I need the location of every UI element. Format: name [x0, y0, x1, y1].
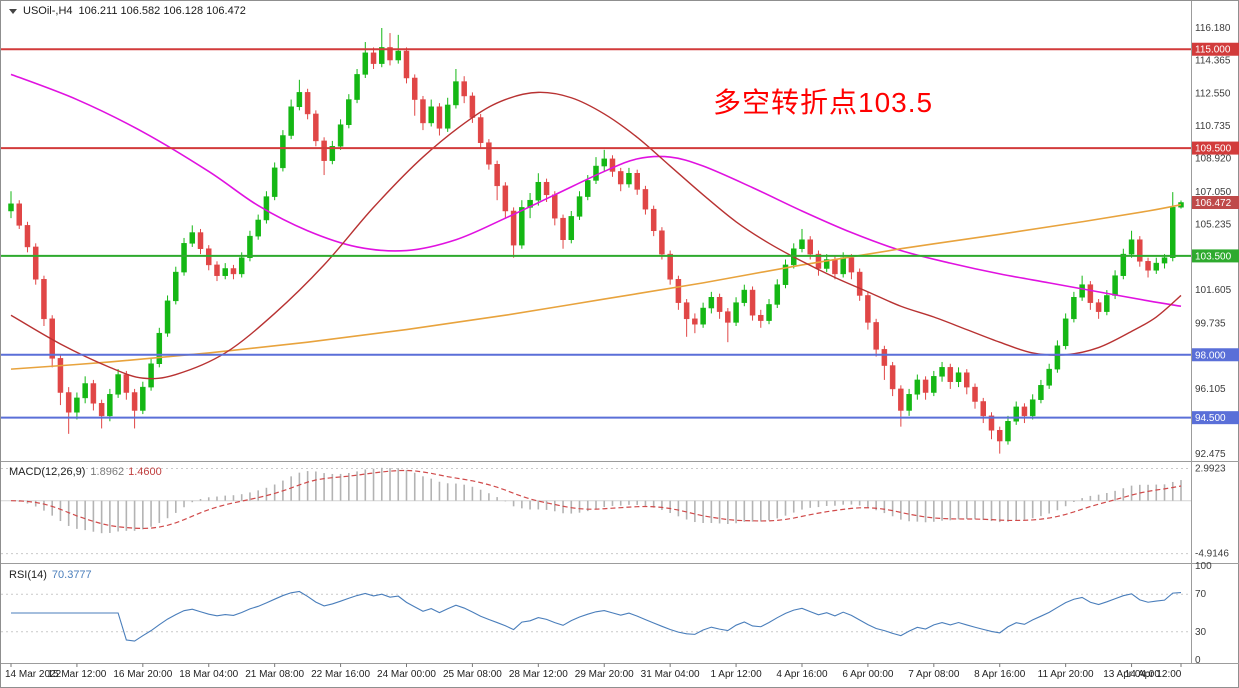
time-axis-label: 21 Mar 08:00	[245, 669, 304, 680]
rsi-indicator-label: RSI(14) 70.3777	[9, 569, 92, 581]
svg-text:-4.9146: -4.9146	[1195, 549, 1229, 560]
svg-text:30: 30	[1195, 627, 1207, 638]
svg-text:101.605: 101.605	[1195, 285, 1232, 296]
time-axis-label: 13 Apr 04:00	[1103, 669, 1160, 680]
time-axis-label: 11 Apr 20:00	[1038, 669, 1094, 680]
price-axis: 116.180 114.365 112.550 110.735 108.920 107.0…	[1192, 23, 1239, 460]
svg-text:94.500: 94.500	[1195, 413, 1226, 424]
svg-text:106.472: 106.472	[1195, 198, 1232, 209]
svg-text:99.735: 99.735	[1195, 319, 1226, 330]
horizontal-levels-layer[interactable]	[1, 48, 1191, 419]
svg-text:116.180: 116.180	[1195, 23, 1231, 34]
time-axis-label: 15 Mar 12:00	[47, 669, 106, 680]
symbol-period: USOil-,H4	[23, 5, 73, 17]
macd-title: MACD(12,26,9)	[9, 466, 86, 478]
macd-signal-line	[10, 469, 1182, 530]
grid-separators-layer	[1, 1, 1239, 664]
symbol-ohlc-label: USOil-,H4 106.211 106.582 106.128 106.47…	[9, 5, 246, 17]
time-axis-label: 22 Mar 16:00	[311, 669, 370, 680]
time-axis-label: 6 Apr 00:00	[842, 669, 894, 680]
time-axis-label: 14 Mar 2022	[5, 669, 62, 680]
svg-text:2.9923: 2.9923	[1195, 463, 1226, 474]
macd-pane: 2.9923 -4.9146	[1, 463, 1229, 560]
svg-text:98.000: 98.000	[1195, 350, 1226, 361]
time-axis-label: 24 Mar 00:00	[377, 669, 436, 680]
macd-indicator-label: MACD(12,26,9) 1.8962 1.4600	[9, 466, 162, 478]
svg-text:70: 70	[1195, 589, 1207, 600]
time-axis-label: 7 Apr 08:00	[908, 669, 960, 680]
macd-signal-value: 1.4600	[128, 466, 162, 478]
svg-text:112.550: 112.550	[1195, 88, 1231, 99]
ma-trend-orange	[10, 203, 1182, 370]
ma-long-magenta	[10, 73, 1182, 308]
time-axis-label: 1 Apr 12:00	[710, 669, 762, 680]
time-axis-label: 28 Mar 12:00	[509, 669, 568, 680]
svg-text:109.500: 109.500	[1195, 144, 1232, 155]
time-axis-label: 29 Mar 20:00	[575, 669, 634, 680]
time-axis-label: 4 Apr 16:00	[776, 669, 828, 680]
svg-text:110.735: 110.735	[1195, 121, 1231, 132]
svg-text:100: 100	[1195, 561, 1212, 572]
macd-main-value: 1.8962	[90, 466, 125, 478]
svg-text:107.050: 107.050	[1195, 187, 1232, 198]
svg-text:96.105: 96.105	[1195, 384, 1226, 395]
rsi-pane: 100 70 30 0	[1, 561, 1212, 666]
svg-text:92.475: 92.475	[1195, 449, 1226, 460]
rsi-value: 70.3777	[51, 569, 92, 581]
rsi-line	[11, 590, 1182, 642]
ma-mid-red	[10, 91, 1182, 380]
annotation-text[interactable]: 多空转折点103.5	[713, 87, 934, 118]
time-axis-label: 25 Mar 08:00	[443, 669, 502, 680]
svg-text:103.500: 103.500	[1195, 251, 1232, 262]
candles-layer	[8, 28, 1184, 454]
svg-text:114.365: 114.365	[1195, 56, 1231, 67]
svg-text:108.920: 108.920	[1195, 154, 1232, 165]
rsi-title: RSI(14)	[9, 569, 47, 581]
ohlc-values: 106.211 106.582 106.128 106.472	[78, 5, 246, 17]
time-axis-label: 18 Mar 04:00	[179, 669, 238, 680]
svg-text:105.235: 105.235	[1195, 220, 1232, 231]
chart-menu-icon[interactable]	[9, 8, 17, 14]
svg-text:0: 0	[1195, 655, 1201, 666]
time-axis-label: 8 Apr 16:00	[974, 669, 1026, 680]
moving-averages-layer	[10, 73, 1182, 380]
svg-text:115.000: 115.000	[1195, 45, 1231, 56]
time-axis-label: 14 Apr 12:00	[1125, 669, 1182, 680]
time-axis-label: 31 Mar 04:00	[641, 669, 700, 680]
time-axis-label: 16 Mar 20:00	[113, 669, 172, 680]
